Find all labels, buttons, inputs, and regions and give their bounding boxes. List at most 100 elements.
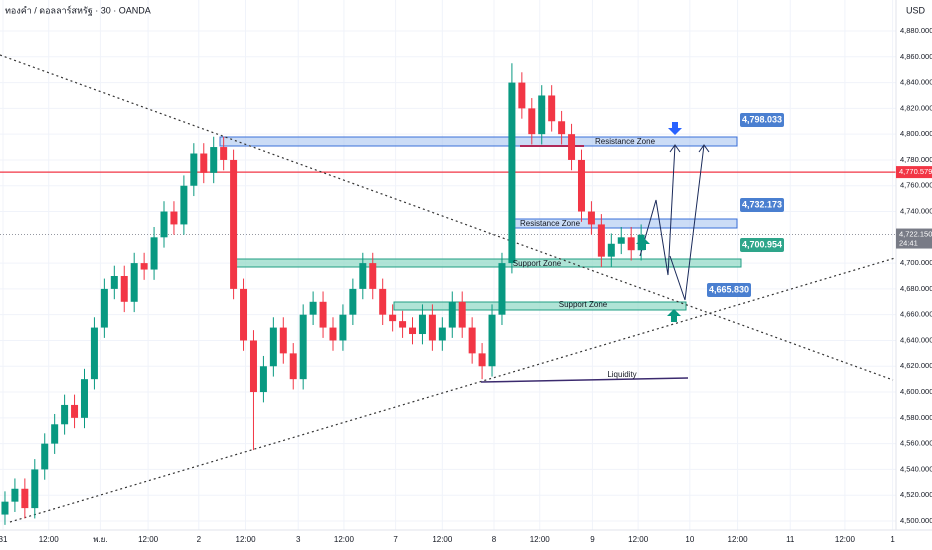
candle-body [100, 288, 108, 328]
x-tick-label: 10 [685, 535, 694, 544]
candle-body [21, 488, 29, 509]
y-tick-label: 4,660.000 [900, 310, 932, 319]
y-tick-label: 4,640.000 [900, 335, 932, 344]
candle-body [319, 301, 327, 328]
candle-body [617, 237, 625, 244]
projection-path [639, 144, 676, 276]
y-tick-label: 4,700.000 [900, 258, 932, 267]
target-tag [707, 283, 751, 297]
candle-body [518, 82, 526, 109]
candle-body [558, 121, 566, 135]
projection-path [669, 144, 705, 301]
y-tick-label: 4,860.000 [900, 52, 932, 61]
candle-body [418, 314, 426, 335]
symbol-title: ทองคำ / ดอลลาร์สหรัฐ · 30 · OANDA [5, 4, 151, 16]
candle-body [389, 314, 397, 322]
candle-body [1, 501, 9, 515]
candle-body [577, 159, 585, 212]
zone-text: Resistance Zone [520, 219, 581, 228]
candle-body [568, 134, 576, 160]
x-tick-label: 12:00 [236, 535, 257, 544]
candle-body [200, 153, 208, 173]
support-zone [393, 301, 687, 311]
candle-body [597, 224, 605, 257]
candle-body [428, 314, 436, 341]
x-tick-label: 12:00 [138, 535, 159, 544]
candle-body [80, 379, 88, 418]
candle-body [309, 301, 317, 315]
up-arrow [636, 237, 650, 250]
y-tick-label: 4,760.000 [900, 181, 932, 190]
y-tick-label: 4,560.000 [900, 439, 932, 448]
y-tick-label: 4,620.000 [900, 361, 932, 370]
candle-body [508, 82, 516, 264]
down-arrow [668, 122, 682, 135]
candle-body [538, 95, 546, 135]
candle-body [468, 327, 476, 354]
zone-text: Liquidity [607, 370, 636, 379]
y-tick-label: 4,880.000 [900, 26, 932, 35]
y-tick-label: 4,500.000 [900, 516, 932, 525]
price-tag-label: 4,770.579 [899, 167, 932, 176]
x-tick-label: 12:00 [334, 535, 355, 544]
candle-body [71, 404, 79, 418]
candle-body [478, 353, 486, 367]
candle-body [607, 243, 615, 257]
y-tick-label: 4,520.000 [900, 490, 932, 499]
candle-body [488, 314, 496, 367]
x-tick-label: 12:00 [628, 535, 649, 544]
countdown: 24:41 [899, 239, 918, 248]
trendline [0, 54, 894, 381]
x-tick-label: 7 [393, 535, 398, 544]
candle-body [548, 95, 556, 122]
y-tick-label: 4,780.000 [900, 155, 932, 164]
x-tick-label: 12:00 [835, 535, 856, 544]
candle-body [180, 185, 188, 225]
candle-body [120, 276, 128, 302]
target-label: 4,665.830 [709, 284, 749, 294]
candle-body [31, 469, 39, 509]
candle-body [458, 301, 466, 328]
y-tick-label: 4,680.000 [900, 284, 932, 293]
candle-body [140, 263, 148, 270]
target-label: 4,798.033 [742, 114, 782, 124]
candle-body [409, 327, 417, 335]
candles [1, 63, 645, 525]
zone-text: Resistance Zone [595, 137, 656, 146]
price-tag [896, 166, 932, 179]
candle-body [259, 366, 267, 393]
x-tick-label: 2 [197, 535, 202, 544]
x-tick-label: 12:00 [432, 535, 453, 544]
y-tick-label: 4,840.000 [900, 78, 932, 87]
y-tick-label: 4,540.000 [900, 464, 932, 473]
x-tick-label: 8 [492, 535, 497, 544]
arrow-head [698, 144, 710, 153]
zone-text: Support Zone [559, 300, 608, 309]
candle-body [627, 237, 635, 251]
candle-body [249, 340, 257, 393]
target-tag [740, 238, 784, 252]
price-tag [896, 228, 932, 249]
candle-body [289, 353, 297, 380]
candle-body [399, 321, 407, 328]
candle-body [90, 327, 98, 380]
axis: 4,500.000 4,520.000 4,540.000 4,560.000 4,58… [0, 26, 932, 544]
candle-body [448, 301, 456, 328]
candle-body [240, 288, 248, 341]
candle-body [438, 327, 446, 341]
candle-body [160, 211, 168, 238]
candle-body [339, 314, 347, 341]
trendline [9, 257, 896, 523]
x-tick-label: 12:00 [530, 535, 551, 544]
candle-body [130, 263, 138, 302]
y-tick-label: 4,600.000 [900, 387, 932, 396]
x-tick-label: 9 [590, 535, 595, 544]
candle-body [279, 327, 287, 354]
candle-body [51, 424, 59, 444]
liquidity-line [480, 377, 689, 383]
support-zone [232, 258, 742, 268]
candle-body [587, 211, 595, 225]
candle-body [528, 108, 536, 135]
y-tick-label: 4,740.000 [900, 207, 932, 216]
currency: USD [906, 5, 926, 15]
